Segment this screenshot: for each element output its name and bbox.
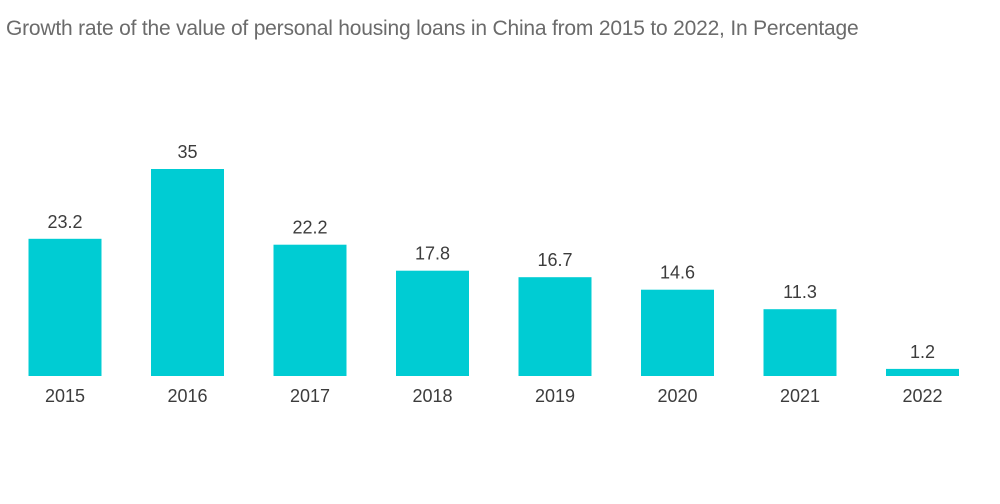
x-tick-label-2016: 2016 (167, 386, 207, 406)
value-label-2015: 23.2 (47, 212, 82, 232)
x-tick-label-2020: 2020 (657, 386, 697, 406)
chart-title: Growth rate of the value of personal hou… (6, 17, 859, 40)
x-tick-label-2022: 2022 (902, 386, 942, 406)
x-tick-label-2019: 2019 (535, 386, 575, 406)
bar-2017 (273, 244, 347, 376)
bar-2020 (641, 289, 714, 376)
value-label-2020: 14.6 (660, 263, 695, 283)
value-label-2016: 35 (177, 142, 197, 162)
value-labels-layer: 23.2 35 22.2 17.8 16.7 14.6 11.3 1.2 (47, 142, 935, 362)
x-tick-label-2021: 2021 (780, 386, 820, 406)
value-label-2017: 22.2 (292, 218, 327, 238)
value-label-2019: 16.7 (537, 250, 572, 270)
bar-2016 (151, 169, 224, 376)
value-label-2022: 1.2 (910, 342, 935, 362)
bar-2022 (886, 368, 959, 376)
bar-2019 (518, 277, 592, 376)
bar-2015 (28, 238, 102, 376)
bars-layer (28, 169, 959, 376)
bar-2021 (763, 309, 837, 376)
value-label-2021: 11.3 (783, 282, 817, 302)
value-label-2018: 17.8 (415, 244, 450, 264)
x-tick-label-2015: 2015 (45, 386, 85, 406)
x-axis: 2015 2016 2017 2018 2019 2020 2021 2022 (45, 386, 943, 406)
bar-2018 (396, 270, 469, 376)
x-tick-label-2018: 2018 (412, 386, 452, 406)
x-tick-label-2017: 2017 (290, 386, 330, 406)
